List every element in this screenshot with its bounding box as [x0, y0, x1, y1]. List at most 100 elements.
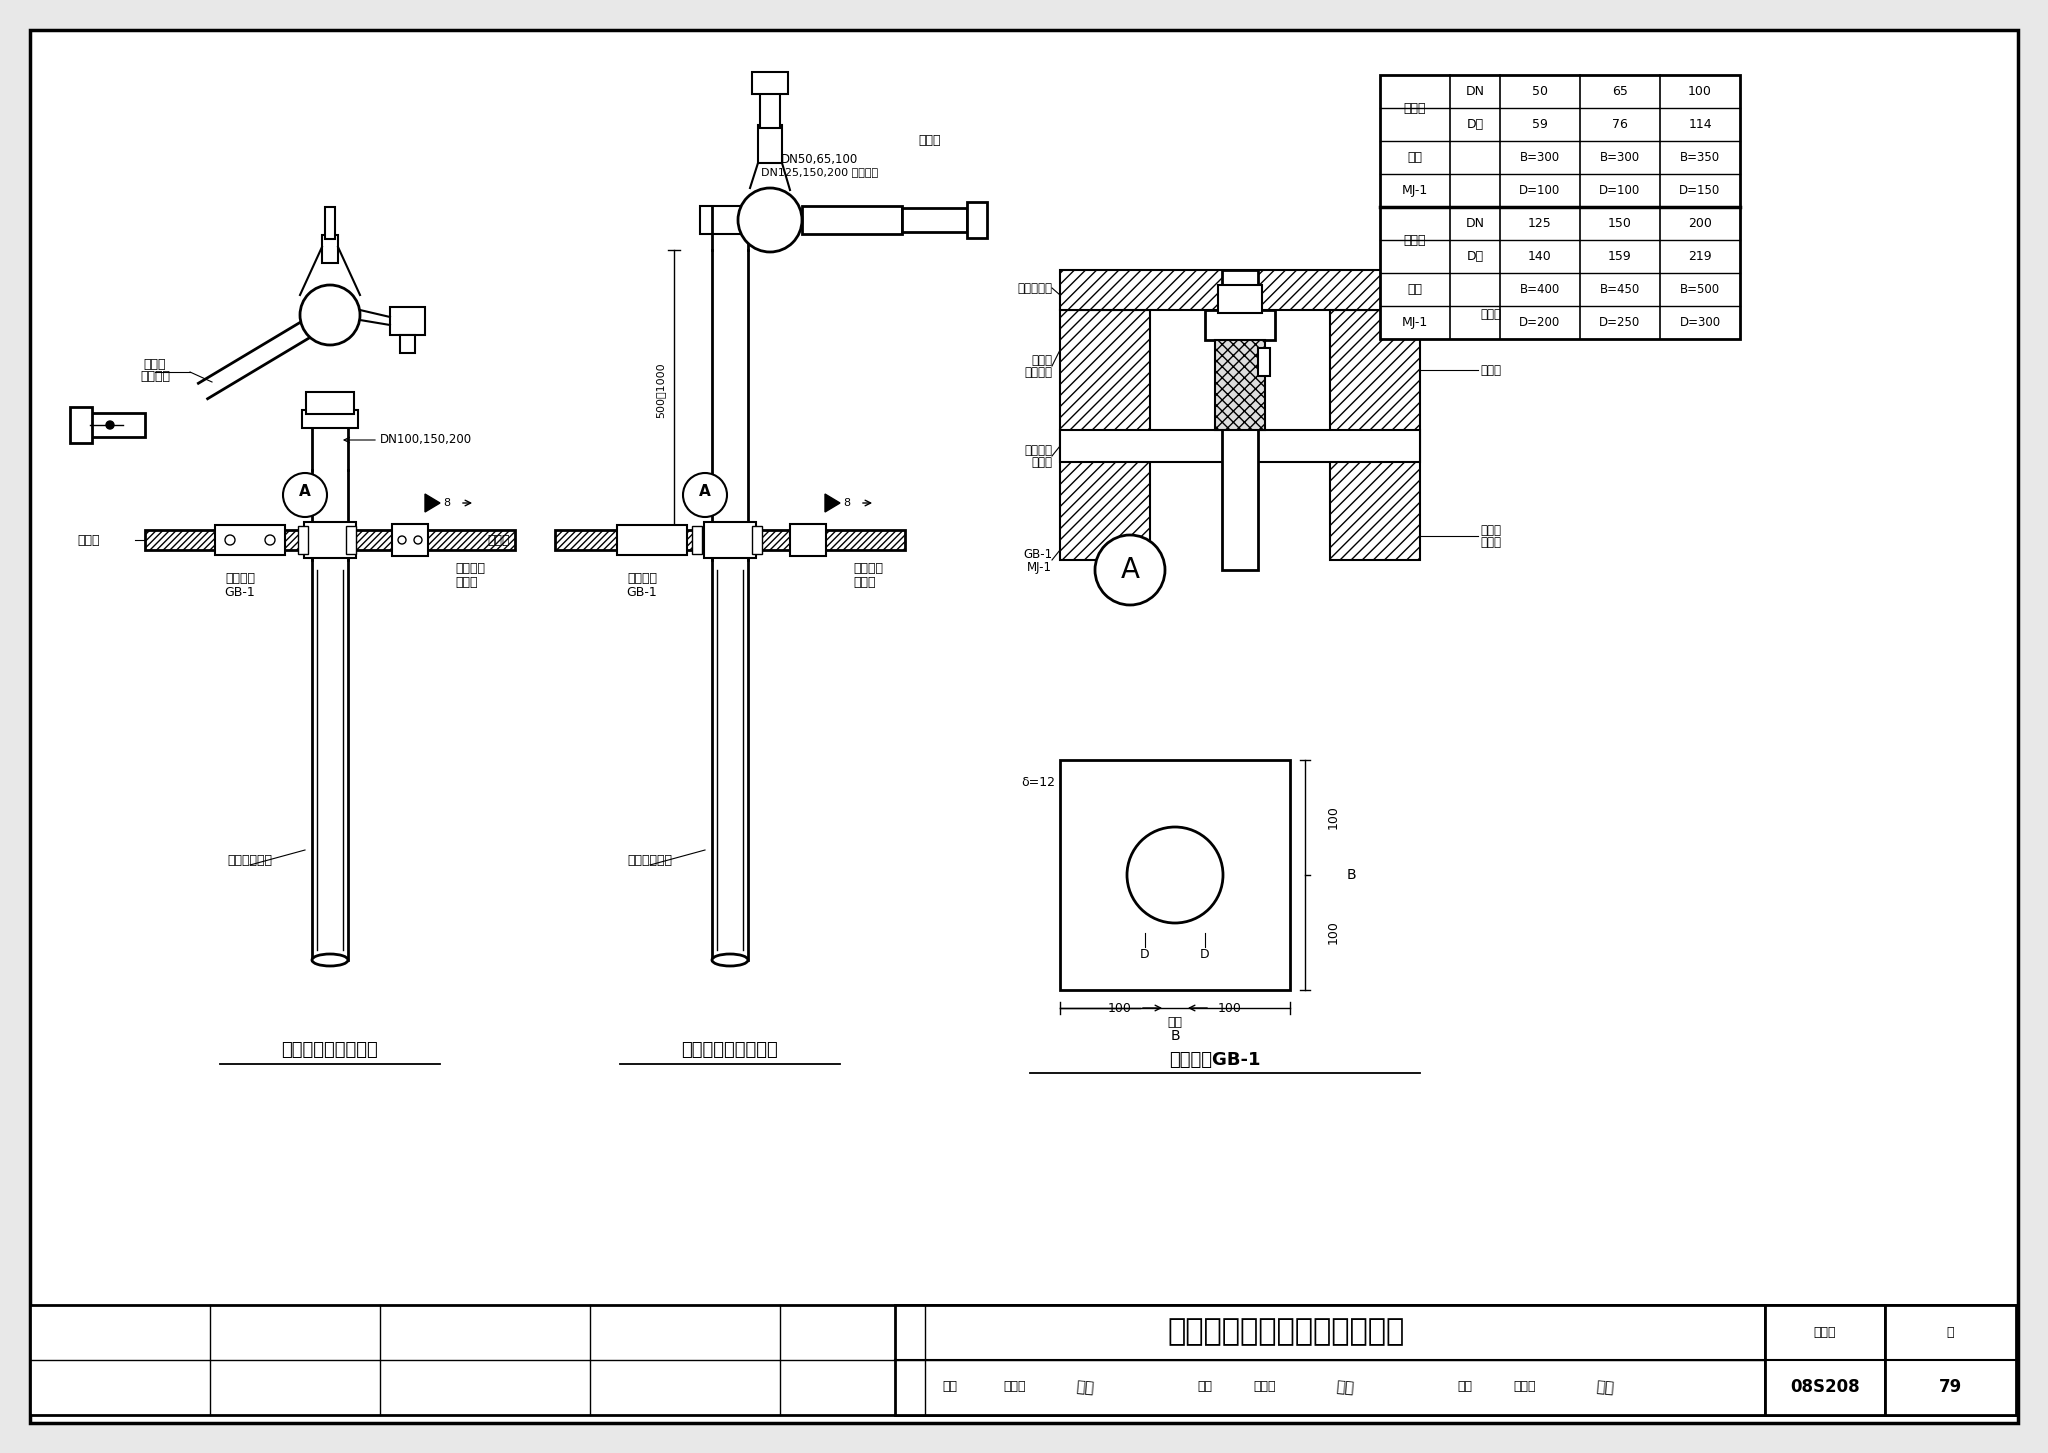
Bar	[692, 526, 702, 554]
Text: 100: 100	[1108, 1001, 1133, 1014]
Bar	[326, 206, 336, 238]
Text: 钢平台: 钢平台	[78, 533, 100, 546]
Text: 钢平台: 钢平台	[487, 533, 510, 546]
Text: MJ-1: MJ-1	[1403, 185, 1427, 198]
Text: DN125,150,200 入口法兰: DN125,150,200 入口法兰	[762, 167, 879, 177]
Text: B=300: B=300	[1520, 151, 1561, 164]
Text: 65: 65	[1612, 84, 1628, 97]
Text: 100: 100	[1688, 84, 1712, 97]
Circle shape	[299, 285, 360, 344]
Text: B=…
D=…: B=… D=…	[1462, 163, 1487, 185]
Text: DN100,150,200: DN100,150,200	[381, 433, 473, 446]
Text: 100: 100	[1327, 920, 1339, 944]
Bar	[901, 208, 967, 232]
Text: 8: 8	[444, 498, 451, 509]
Text: 带螺栓的: 带螺栓的	[1024, 443, 1053, 456]
Text: 管洞: 管洞	[1167, 1016, 1182, 1029]
Circle shape	[106, 421, 115, 429]
Text: D: D	[1141, 949, 1149, 962]
Text: D: D	[1200, 949, 1210, 962]
Bar	[760, 90, 780, 128]
Ellipse shape	[311, 955, 348, 966]
Circle shape	[682, 474, 727, 517]
Bar	[616, 525, 686, 555]
Text: B=350: B=350	[1679, 151, 1720, 164]
Bar	[791, 525, 825, 556]
Text: D=100: D=100	[1599, 185, 1640, 198]
Text: 消防炮引入管: 消防炮引入管	[627, 853, 672, 866]
Bar	[752, 526, 762, 554]
Text: B: B	[1346, 867, 1356, 882]
Text: 带螺栓的: 带螺栓的	[854, 561, 883, 574]
Text: 125: 125	[1528, 216, 1552, 230]
Bar	[303, 522, 356, 558]
Bar	[1884, 1305, 2015, 1415]
Text: 页: 页	[1946, 1325, 1954, 1338]
Bar	[389, 307, 426, 336]
Text: D=200: D=200	[1520, 315, 1561, 328]
Text: B=450: B=450	[1599, 283, 1640, 296]
Text: 消防炮: 消防炮	[1481, 308, 1501, 321]
Ellipse shape	[713, 955, 748, 966]
Text: 200: 200	[1688, 216, 1712, 230]
Text: DN50,65,100: DN50,65,100	[782, 154, 858, 167]
Circle shape	[283, 474, 328, 517]
Text: 加强钢板GB-1: 加强钢板GB-1	[1169, 1051, 1262, 1069]
Text: 8: 8	[844, 498, 850, 509]
Bar	[1061, 309, 1151, 559]
Circle shape	[737, 187, 803, 251]
Bar	[1329, 309, 1419, 559]
Text: 埋件: 埋件	[1407, 151, 1423, 164]
Text: 设计: 设计	[1458, 1380, 1473, 1393]
Bar	[1380, 76, 1741, 339]
Text: B=300: B=300	[1599, 151, 1640, 164]
Text: 消防管: 消防管	[1403, 102, 1425, 115]
Circle shape	[264, 535, 274, 545]
Text: 140: 140	[1528, 250, 1552, 263]
Bar	[1223, 270, 1257, 570]
Text: D=300: D=300	[1679, 315, 1720, 328]
Text: B=500: B=500	[1679, 283, 1720, 296]
Text: A: A	[1120, 556, 1139, 584]
Text: D=150: D=150	[1679, 185, 1720, 198]
Bar	[700, 206, 760, 234]
Text: 张远: 张远	[1595, 1379, 1614, 1395]
Text: B=400: B=400	[1520, 283, 1561, 296]
Bar	[1061, 760, 1290, 989]
Text: 消防炮: 消防炮	[143, 359, 166, 372]
Text: 消防炮在平台上安装图（四）: 消防炮在平台上安装图（四）	[1167, 1318, 1405, 1347]
Text: 159: 159	[1608, 250, 1632, 263]
Bar	[1214, 340, 1266, 430]
Text: 219: 219	[1688, 250, 1712, 263]
Text: 泼鸢: 泼鸢	[1075, 1379, 1096, 1395]
Bar	[301, 410, 358, 429]
Bar	[752, 73, 788, 94]
Text: 密封圈: 密封圈	[1481, 363, 1501, 376]
Text: 08S208: 08S208	[1790, 1377, 1860, 1396]
Bar	[758, 125, 782, 163]
Text: 法兰盘: 法兰盘	[455, 575, 477, 588]
Text: 消防管: 消防管	[1403, 234, 1425, 247]
Bar	[215, 525, 285, 555]
Text: GB-1: GB-1	[225, 586, 256, 599]
Text: 100: 100	[1219, 1001, 1241, 1014]
Text: 埋件: 埋件	[1407, 283, 1423, 296]
Text: 消防炮: 消防炮	[1030, 353, 1053, 366]
Bar	[1765, 1305, 1884, 1415]
Text: B: B	[1169, 1029, 1180, 1043]
Circle shape	[414, 536, 422, 543]
Text: D外: D外	[1466, 250, 1483, 263]
Bar	[803, 206, 901, 234]
Text: 59: 59	[1532, 118, 1548, 131]
Text: 入口法兰: 入口法兰	[1024, 366, 1053, 378]
Bar	[399, 336, 416, 353]
Text: 翻鸣: 翻鸣	[1335, 1379, 1354, 1395]
Text: 钢平台安装图（四）: 钢平台安装图（四）	[682, 1040, 778, 1059]
Text: 消防炮: 消防炮	[920, 134, 942, 147]
Text: 图集号: 图集号	[1815, 1325, 1837, 1338]
Text: A: A	[299, 484, 311, 500]
Bar	[90, 413, 145, 437]
Bar	[1061, 270, 1419, 309]
Bar	[346, 526, 356, 554]
Bar	[1257, 349, 1270, 376]
